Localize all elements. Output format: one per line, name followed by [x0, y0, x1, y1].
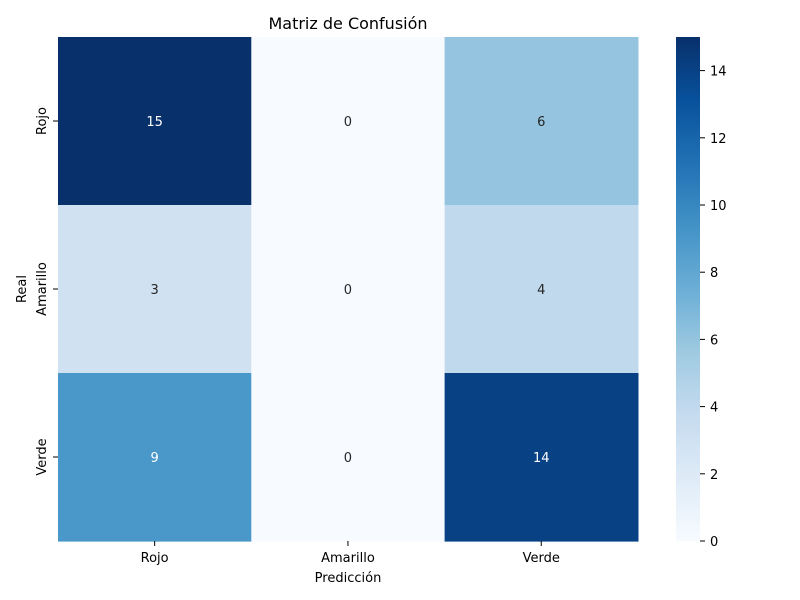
cell-annotation-2-0: 9 — [151, 451, 159, 466]
cell-annotation-2-2: 14 — [533, 451, 550, 466]
cell-annotation-1-0: 3 — [151, 283, 159, 298]
x-tick-label: Rojo — [141, 551, 169, 566]
y-axis-label: Real — [15, 275, 30, 303]
y-tick-label: Amarillo — [35, 262, 50, 316]
cell-annotation-2-1: 0 — [344, 451, 352, 466]
y-tick-label: Rojo — [35, 107, 50, 135]
colorbar-tick-label: 8 — [710, 266, 718, 281]
x-axis: Rojo Amarillo Verde — [141, 541, 560, 566]
x-axis-label: Predicción — [315, 571, 382, 586]
y-tick-label: Verde — [35, 438, 50, 475]
heatmap-cell-1-2 — [444, 205, 639, 374]
colorbar-tick-label: 4 — [710, 401, 718, 416]
colorbar-tick-label: 2 — [710, 468, 718, 483]
cell-annotation-0-1: 0 — [344, 115, 352, 130]
colorbar-tick-label: 14 — [710, 65, 727, 80]
cell-annotation-0-0: 15 — [146, 115, 163, 130]
colorbar: 0 2 4 6 8 10 12 14 — [676, 37, 727, 550]
heatmap-cell-1-0 — [58, 205, 252, 374]
x-tick-label: Verde — [523, 551, 560, 566]
heatmap-cell-0-2 — [444, 37, 639, 206]
cell-annotation-1-1: 0 — [344, 283, 352, 298]
heatmap-cells: 15 0 6 3 0 4 9 0 14 — [58, 37, 639, 542]
heatmap-cell-2-0 — [58, 373, 252, 542]
colorbar-tick-label: 10 — [710, 199, 727, 214]
colorbar-tick-label: 6 — [710, 333, 718, 348]
heatmap-cell-2-2 — [444, 373, 639, 542]
chart-title: Matriz de Confusión — [268, 14, 427, 33]
x-tick-label: Amarillo — [321, 551, 375, 566]
colorbar-tick-label: 0 — [710, 535, 718, 550]
colorbar-tick-label: 12 — [710, 132, 727, 147]
y-axis: Rojo Amarillo Verde — [35, 107, 58, 476]
heatmap-cell-1-1 — [251, 205, 446, 374]
colorbar-gradient — [676, 37, 700, 541]
cell-annotation-1-2: 4 — [537, 283, 545, 298]
heatmap-cell-0-1 — [251, 37, 446, 206]
cell-annotation-0-2: 6 — [537, 115, 545, 130]
heatmap-cell-0-0 — [58, 37, 252, 206]
heatmap-cell-2-1 — [251, 373, 446, 542]
